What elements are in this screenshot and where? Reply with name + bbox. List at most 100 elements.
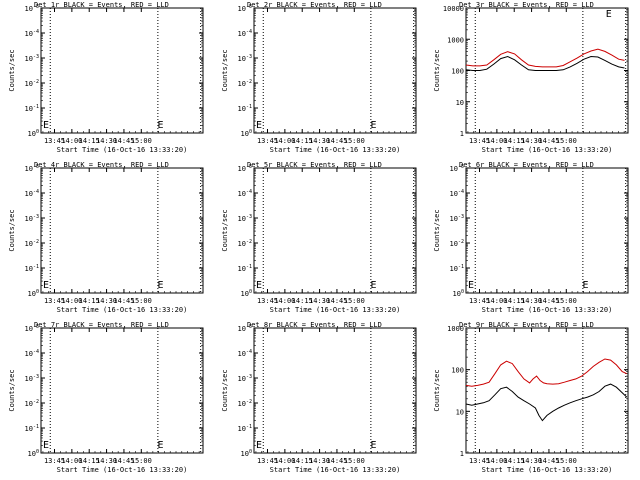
x-tick-label: 15:00 xyxy=(556,137,577,145)
x-tick-label: 13:45 xyxy=(44,137,65,145)
y-tick-label: 10-2 xyxy=(25,79,39,88)
panel-title: Det 6r BLACK = Events, RED = LLD xyxy=(459,161,594,169)
y-tick-label: 100 xyxy=(241,449,252,458)
y-tick-label: 100 xyxy=(241,129,252,138)
y-tick-label: 1000 xyxy=(447,325,464,333)
y-tick-label: 10 xyxy=(456,99,464,107)
y-tick-label: 100 xyxy=(28,449,39,458)
x-tick-label: 15:00 xyxy=(344,137,365,145)
y-tick-label: 10-5 xyxy=(238,324,252,333)
x-tick-label: 14:00 xyxy=(61,137,82,145)
x-tick-label: 15:00 xyxy=(131,457,152,465)
x-axis-label: Start Time (16-Oct-16 13:33:20) xyxy=(57,466,188,474)
x-tick-label: 14:30 xyxy=(521,457,542,465)
y-tick-label: 10-5 xyxy=(25,4,39,13)
y-tick-label: 100 xyxy=(28,289,39,298)
plot-frame xyxy=(465,327,629,454)
y-tick-label: 100 xyxy=(28,129,39,138)
panel-title: Det 2r BLACK = Events, RED = LLD xyxy=(247,1,382,9)
plot-frame xyxy=(253,327,417,454)
y-tick-label: 10-3 xyxy=(238,214,252,223)
x-tick-label: 14:15 xyxy=(292,137,313,145)
y-tick-label: 10-5 xyxy=(25,164,39,173)
y-tick-label: 100 xyxy=(453,289,464,298)
y-tick-label: 10 xyxy=(456,408,464,416)
x-tick-label: 14:30 xyxy=(521,297,542,305)
panel-title: Det 7r BLACK = Events, RED = LLD xyxy=(34,321,169,329)
x-tick-label: 15:00 xyxy=(344,297,365,305)
y-tick-label: 10-4 xyxy=(25,189,39,198)
x-axis-label: Start Time (16-Oct-16 13:33:20) xyxy=(482,146,613,154)
y-tick-label: 10-1 xyxy=(238,424,252,433)
y-axis-label: Counts/sec xyxy=(433,369,441,411)
event-marker: E xyxy=(43,280,49,291)
plot-frame xyxy=(40,7,204,134)
x-tick-label: 14:00 xyxy=(274,297,295,305)
detector-panel: Det 7r BLACK = Events, RED = LLD 100 10-1 1… xyxy=(8,321,204,474)
plot-frame xyxy=(465,167,629,294)
x-tick-label: 14:15 xyxy=(79,457,100,465)
event-marker: E xyxy=(256,120,262,131)
event-marker: E xyxy=(468,280,474,291)
y-tick-label: 10-3 xyxy=(25,54,39,63)
x-tick-label: 14:45 xyxy=(326,297,347,305)
detector-panel: Det 5r BLACK = Events, RED = LLD 100 10-1 1… xyxy=(221,161,417,314)
y-tick-label: 10-3 xyxy=(238,54,252,63)
y-tick-label: 10-3 xyxy=(450,214,464,223)
panel-title: Det 1r BLACK = Events, RED = LLD xyxy=(34,1,169,9)
panel-title: Det 8r BLACK = Events, RED = LLD xyxy=(247,321,382,329)
lld-series-line xyxy=(465,48,625,68)
x-tick-label: 14:15 xyxy=(292,457,313,465)
y-tick-label: 10-4 xyxy=(450,189,464,198)
detector-panel: Det 2r BLACK = Events, RED = LLD 100 10-1 1… xyxy=(221,1,417,154)
x-axis-label: Start Time (16-Oct-16 13:33:20) xyxy=(482,306,613,314)
y-tick-label: 10-3 xyxy=(25,214,39,223)
y-axis-label: Counts/sec xyxy=(221,369,229,411)
lld-series-line xyxy=(465,358,628,387)
x-tick-label: 14:30 xyxy=(96,457,117,465)
detector-panel: Det 6r BLACK = Events, RED = LLD 100 10-1 1… xyxy=(433,161,629,314)
y-tick-label: 10-4 xyxy=(238,189,252,198)
y-tick-label: 10-2 xyxy=(238,239,252,248)
x-tick-label: 14:00 xyxy=(274,137,295,145)
x-axis-label: Start Time (16-Oct-16 13:33:20) xyxy=(270,466,401,474)
event-marker: E xyxy=(158,440,164,451)
plot-frame xyxy=(40,327,204,454)
event-marker: E xyxy=(43,120,49,131)
detector-panel: Det 9r BLACK = Events, RED = LLD 1 10 100 10… xyxy=(433,321,629,474)
y-tick-label: 10-1 xyxy=(450,264,464,273)
x-tick-label: 15:00 xyxy=(131,297,152,305)
x-tick-label: 15:00 xyxy=(556,297,577,305)
y-tick-label: 100 xyxy=(451,68,464,76)
y-tick-label: 10-4 xyxy=(238,349,252,358)
x-tick-label: 15:00 xyxy=(556,457,577,465)
y-tick-label: 10-3 xyxy=(25,374,39,383)
event-marker: E xyxy=(158,280,164,291)
event-marker: E xyxy=(256,440,262,451)
x-tick-label: 14:00 xyxy=(486,137,507,145)
y-tick-label: 1000 xyxy=(447,36,464,44)
x-tick-label: 14:00 xyxy=(486,297,507,305)
y-tick-label: 10000 xyxy=(443,5,464,13)
x-tick-label: 13:45 xyxy=(257,137,278,145)
panel-title: Det 4r BLACK = Events, RED = LLD xyxy=(34,161,169,169)
y-axis-label: Counts/sec xyxy=(221,209,229,251)
x-tick-label: 14:30 xyxy=(96,297,117,305)
y-tick-label: 10-5 xyxy=(25,324,39,333)
panel-title: Det 3r BLACK = Events, RED = LLD xyxy=(459,1,594,9)
event-marker: E xyxy=(606,9,612,20)
x-tick-label: 14:15 xyxy=(79,297,100,305)
x-tick-label: 14:30 xyxy=(521,137,542,145)
y-axis-label: Counts/sec xyxy=(433,209,441,251)
x-tick-label: 13:45 xyxy=(257,457,278,465)
x-tick-label: 14:15 xyxy=(504,297,525,305)
y-tick-label: 10-3 xyxy=(238,374,252,383)
y-tick-label: 100 xyxy=(451,367,464,375)
x-tick-label: 14:45 xyxy=(113,297,134,305)
y-axis-label: Counts/sec xyxy=(8,209,16,251)
x-tick-label: 13:45 xyxy=(469,457,490,465)
events-series-line xyxy=(465,55,625,71)
plot-frame xyxy=(40,167,204,294)
x-tick-label: 13:45 xyxy=(469,137,490,145)
